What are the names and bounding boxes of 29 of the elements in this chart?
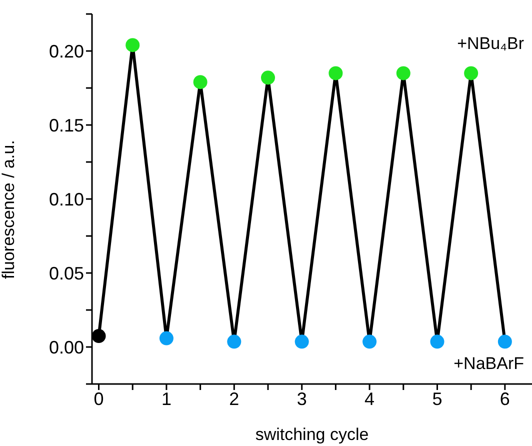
- point: [396, 66, 410, 80]
- y-tick-label: 0.00: [48, 337, 84, 358]
- point: [362, 334, 377, 349]
- x-tick-label: 6: [500, 388, 510, 409]
- point: [464, 66, 478, 80]
- point: [498, 334, 512, 349]
- point: [227, 334, 242, 349]
- point: [328, 66, 343, 80]
- x-tick-label: 3: [296, 388, 307, 409]
- y-tick-label: 0.10: [48, 189, 84, 210]
- x-tick-label: 4: [364, 388, 375, 409]
- point: [193, 75, 208, 90]
- x-axis-title: switching cycle: [255, 425, 369, 444]
- x-tick-label: 2: [229, 388, 240, 409]
- annotation: +NaBArF: [454, 354, 524, 374]
- y-axis-title: fluorescence / a.u.: [0, 140, 18, 279]
- point: [261, 70, 275, 85]
- point: [159, 331, 174, 346]
- point: [294, 334, 309, 349]
- y-tick-label: 0.20: [48, 41, 84, 62]
- x-tick-label: 0: [94, 388, 104, 409]
- point: [126, 38, 140, 52]
- x-tick-label: 1: [161, 388, 172, 409]
- y-tick-label: 0.05: [48, 263, 84, 284]
- point: [430, 334, 444, 349]
- point: [92, 329, 106, 344]
- x-tick-label: 5: [432, 388, 442, 409]
- annotation: +NBu₄Br: [457, 34, 524, 54]
- y-tick-label: 0.15: [48, 115, 84, 136]
